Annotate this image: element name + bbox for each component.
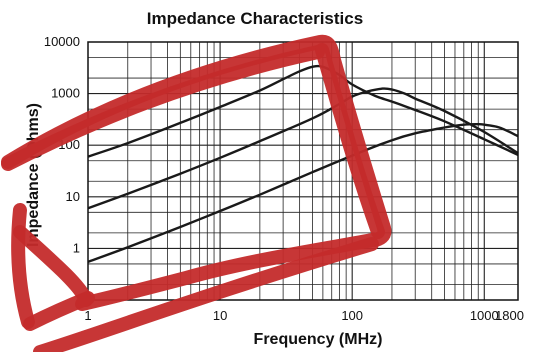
red-marker-stroke: [33, 237, 379, 352]
red-marker-stroke: [315, 43, 385, 239]
series-line: [87, 122, 519, 263]
x-tick-label: 10: [213, 308, 227, 323]
red-marker-stroke: [1, 45, 325, 171]
y-tick-label: 1: [73, 240, 80, 255]
y-tick-label: 10: [66, 189, 80, 204]
chart-title: Impedance Characteristics: [147, 9, 363, 28]
series-line: [87, 87, 519, 210]
x-tick-label: 1000: [470, 308, 499, 323]
x-tick-label: 1: [84, 308, 91, 323]
y-axis-title-group: Impedance (Ohms): [25, 103, 42, 247]
y-tick-label: 1000: [51, 86, 80, 101]
red-marker-stroke: [11, 203, 35, 329]
series-line: [87, 64, 519, 158]
red-marker-stroke: [1, 34, 392, 311]
y-axis-title: Impedance (Ohms): [25, 103, 42, 247]
x-axis-title: Frequency (MHz): [254, 331, 383, 348]
x-tick-label: 1800: [495, 308, 524, 323]
red-marker-scribble: [1, 34, 392, 352]
red-marker-stroke: [23, 291, 95, 331]
y-tick-label: 10000: [44, 34, 80, 49]
x-tick-label: 100: [341, 308, 363, 323]
